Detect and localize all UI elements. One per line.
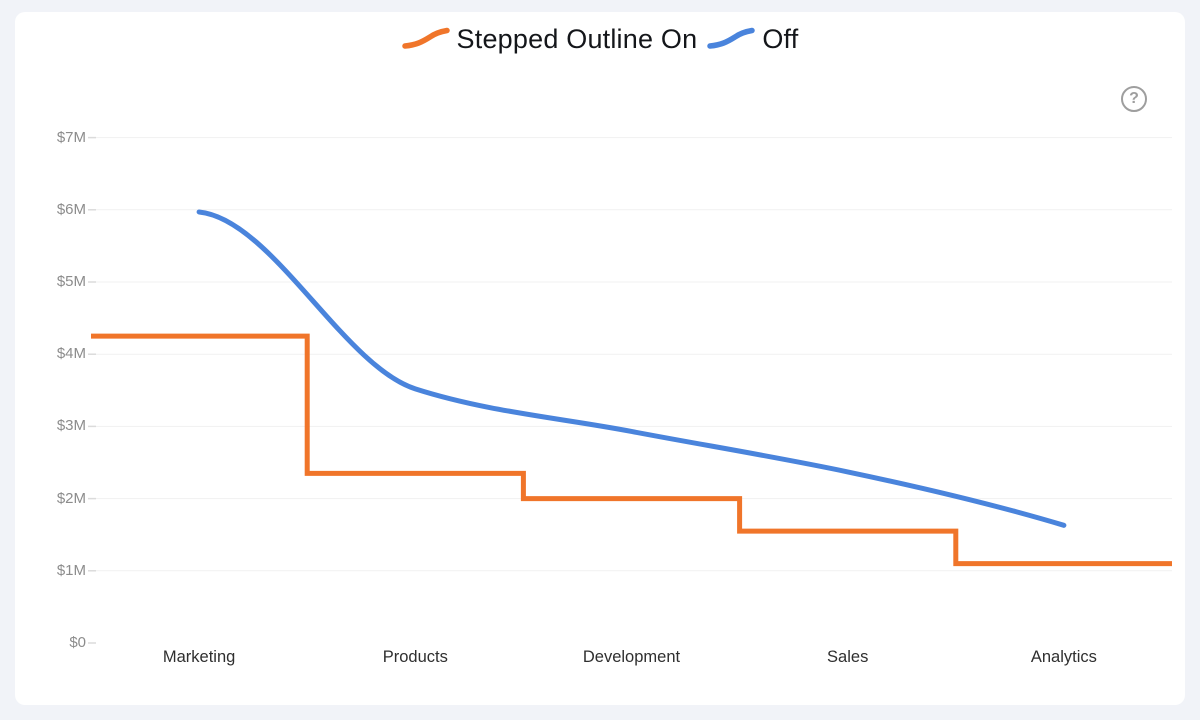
x-category-label: Products (382, 648, 448, 666)
x-category-label: Analytics (1030, 648, 1097, 666)
chart-legend: Stepped Outline On Off (0, 24, 1200, 55)
series-line (196, 209, 1067, 528)
y-tick-label: $6M (56, 200, 86, 218)
x-category-label: Marketing (162, 648, 236, 666)
stepped-on-line-icon (401, 27, 450, 49)
y-tick-label: $5M (56, 273, 86, 290)
off-line-icon (707, 27, 756, 49)
y-tick-label: $0 (69, 634, 86, 651)
y-tick-label: $7M (56, 128, 86, 146)
y-tick-label: $3M (56, 417, 86, 435)
y-tick-label: $2M (56, 489, 86, 507)
y-tick-label: $1M (56, 561, 86, 579)
chart-card (15, 12, 1185, 705)
legend-item-stepped-on[interactable]: Stepped Outline On (401, 24, 698, 55)
x-category-label: Sales (827, 648, 869, 666)
series-line (91, 333, 1172, 567)
help-glyph: ? (1129, 90, 1139, 107)
help-icon[interactable]: ? (1121, 86, 1147, 112)
x-category-label: Development (582, 648, 681, 666)
legend-item-off[interactable]: Off (707, 24, 798, 55)
y-tick-label: $4M (56, 345, 86, 363)
legend-label-off: Off (762, 24, 799, 54)
legend-label-stepped-on: Stepped Outline On (456, 24, 698, 54)
